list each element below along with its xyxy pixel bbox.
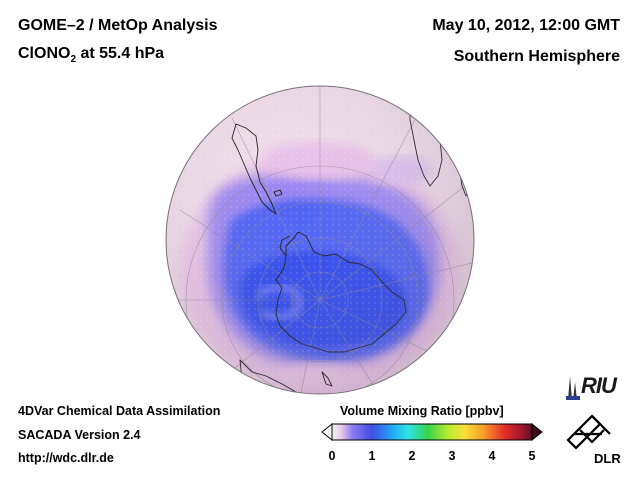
colorbar-left-arrow	[321, 422, 333, 442]
colorbar-title: Volume Mixing Ratio [ppbv]	[340, 404, 504, 418]
species-subscript: 2	[70, 54, 77, 66]
version-label: SACADA Version 2.4	[18, 428, 141, 442]
tick-label: 4	[488, 449, 496, 463]
tick-label: 3	[448, 449, 456, 463]
website-url: http://wdc.dlr.de	[18, 451, 114, 465]
riu-logo-text: RIU	[581, 373, 617, 398]
colorbar-right-arrow	[531, 422, 543, 442]
species-name: ClONO	[18, 45, 71, 62]
colorbar-ticks: 0 1 2 3 4 5	[320, 449, 550, 469]
colorbar	[321, 422, 543, 442]
title-species-level: ClONO2 at 55.4 hPa	[18, 45, 164, 65]
date-time: May 10, 2012, 12:00 GMT	[432, 17, 620, 34]
hemisphere-label: Southern Hemisphere	[453, 48, 620, 65]
pressure-level: at 55.4 hPa	[76, 45, 165, 62]
tick-label: 1	[368, 449, 376, 463]
colorbar-gradient	[331, 423, 533, 441]
dlr-logo-icon	[566, 414, 611, 450]
globe-outline	[165, 85, 475, 395]
tick-label: 2	[408, 449, 416, 463]
tick-label: 5	[528, 449, 536, 463]
dlr-logo-text: DLR	[594, 451, 621, 466]
tick-label: 0	[328, 449, 336, 463]
riu-logo-icon	[566, 376, 580, 400]
title-instrument: GOME–2 / MetOp Analysis	[18, 17, 218, 34]
assimilation-label: 4DVar Chemical Data Assimilation	[18, 404, 221, 418]
